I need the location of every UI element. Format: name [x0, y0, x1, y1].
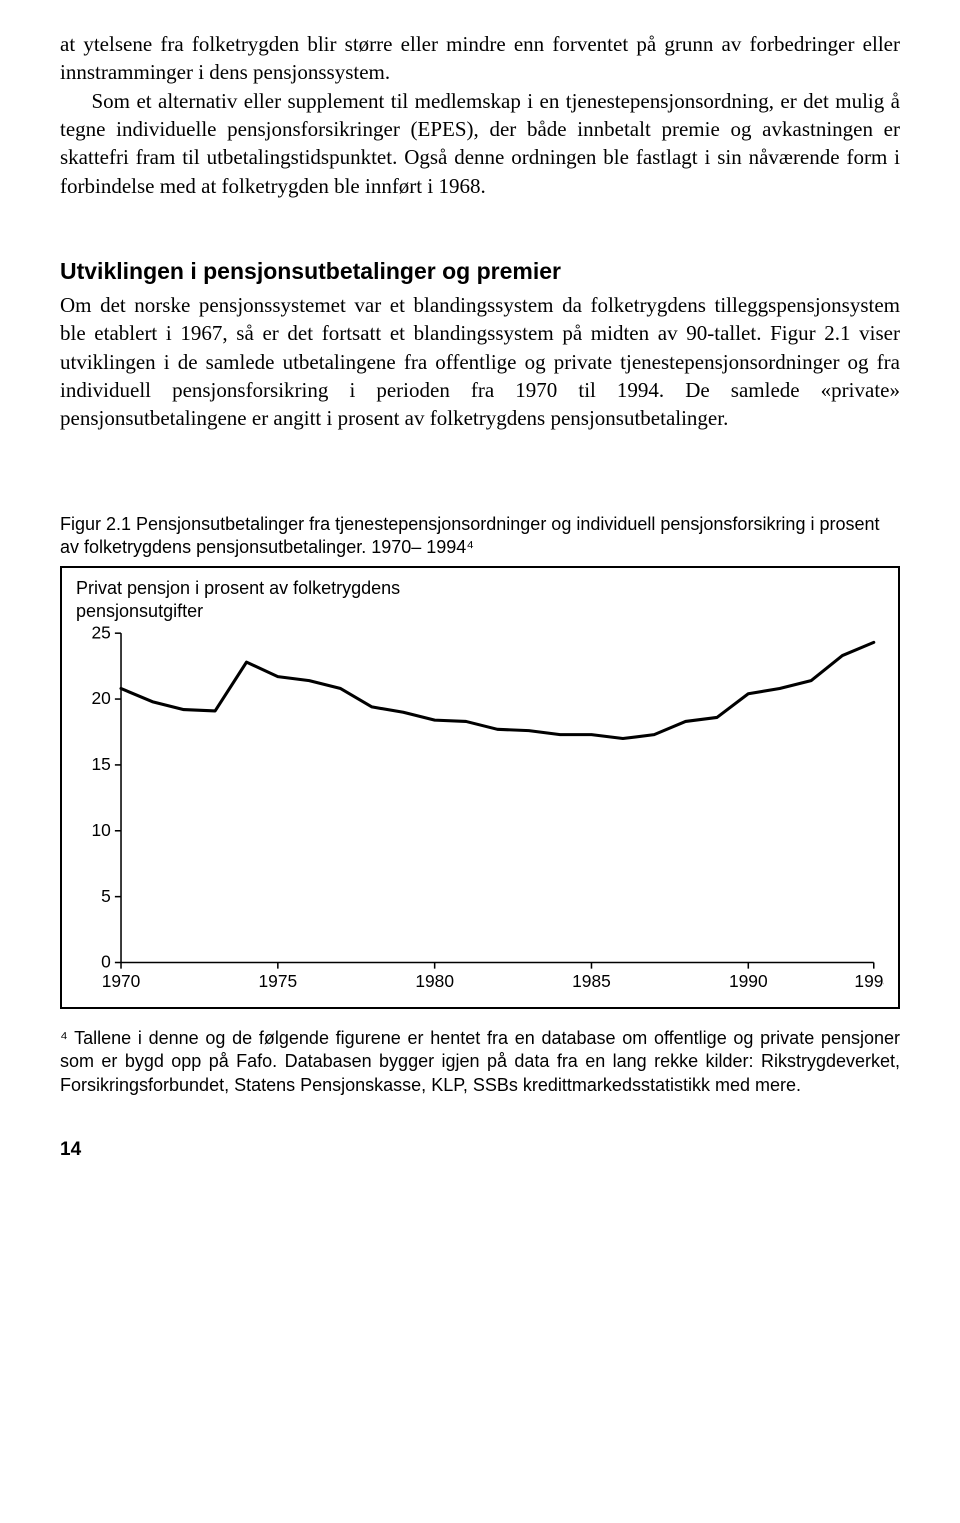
svg-text:1970: 1970	[102, 971, 141, 991]
footnote: ⁴ Tallene i denne og de følgende figuren…	[60, 1027, 900, 1097]
body-paragraph: Som et alternativ eller supplement til m…	[60, 87, 900, 200]
svg-text:5: 5	[101, 886, 111, 906]
svg-text:10: 10	[91, 820, 110, 840]
svg-text:25: 25	[91, 625, 110, 642]
chart-title-line2: pensjonsutgifter	[76, 601, 884, 623]
figure-caption: Figur 2.1 Pensjonsutbetalinger fra tjene…	[60, 513, 900, 560]
chart-container: Privat pensjon i prosent av folketrygden…	[60, 566, 900, 1009]
section-body-paragraph: Om det norske pensjonssystemet var et bl…	[60, 291, 900, 433]
svg-text:1975: 1975	[259, 971, 298, 991]
svg-text:1980: 1980	[415, 971, 454, 991]
svg-text:1990: 1990	[729, 971, 768, 991]
line-chart: 0 5 10 15 20 25 1970 1975 1980 1985 1990 1994	[76, 625, 884, 993]
body-paragraph-continuation: at ytelsene fra folketrygden blir større…	[60, 30, 900, 87]
page-number: 14	[60, 1137, 900, 1163]
svg-text:1994: 1994	[854, 971, 884, 991]
svg-text:20: 20	[91, 688, 110, 708]
svg-text:15: 15	[91, 754, 110, 774]
section-heading: Utviklingen i pensjonsutbetalinger og pr…	[60, 256, 900, 287]
svg-text:0: 0	[101, 951, 111, 971]
svg-text:1985: 1985	[572, 971, 611, 991]
chart-title-line1: Privat pensjon i prosent av folketrygden…	[76, 578, 884, 600]
